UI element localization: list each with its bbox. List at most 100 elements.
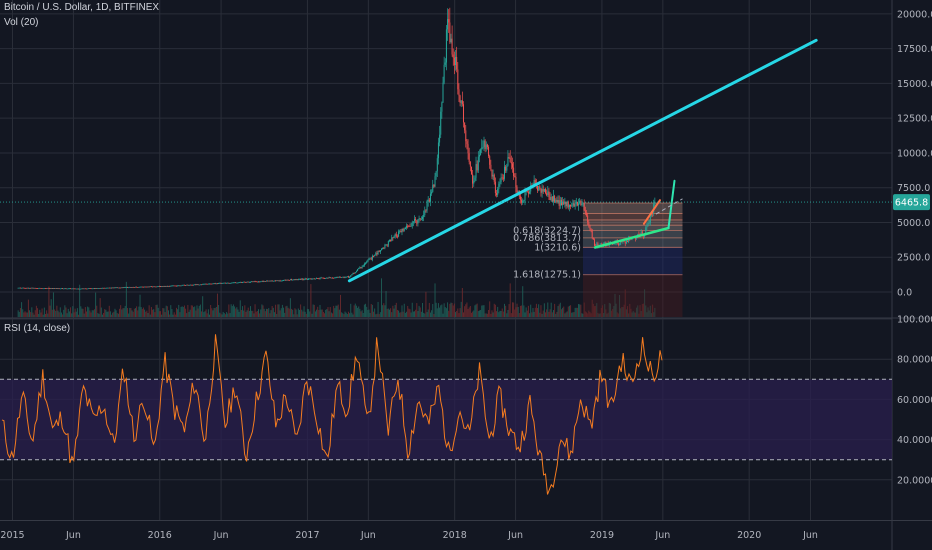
volume-bar xyxy=(352,314,354,317)
volume-bar xyxy=(341,312,343,317)
volume-bar xyxy=(134,308,136,317)
volume-bar xyxy=(431,310,433,317)
volume-bar xyxy=(507,309,509,317)
volume-bar xyxy=(379,312,381,317)
volume-bar xyxy=(546,309,548,317)
candle-body xyxy=(566,201,568,207)
volume-bar xyxy=(124,305,126,317)
rsi-band xyxy=(0,378,892,461)
volume-bar xyxy=(595,305,597,317)
volume-bar xyxy=(280,308,282,317)
trend-annotations[interactable] xyxy=(0,38,892,283)
candle-body xyxy=(293,279,295,281)
volume-bar xyxy=(490,313,492,317)
candle-body xyxy=(547,191,549,196)
candle-body xyxy=(549,197,551,201)
candle-body xyxy=(75,288,77,290)
volume-bar xyxy=(516,303,518,317)
candle-body xyxy=(448,19,450,23)
candle-body xyxy=(462,104,464,123)
candle-body xyxy=(132,287,134,288)
candle-body xyxy=(555,200,557,202)
volume-bar xyxy=(145,311,147,317)
volume-bar xyxy=(46,310,48,317)
candle-body xyxy=(572,203,574,206)
long-trendline[interactable] xyxy=(347,38,818,283)
candle-body xyxy=(302,278,304,280)
candle-body xyxy=(72,288,74,290)
candle-body xyxy=(429,193,431,202)
volume-bar xyxy=(368,309,370,317)
volume-bar xyxy=(271,305,273,317)
projection-arrow[interactable] xyxy=(667,179,676,230)
volume-bar xyxy=(346,313,348,317)
candle-body xyxy=(34,287,36,289)
candle-body xyxy=(461,100,463,105)
volume-bar xyxy=(205,309,207,317)
candle-body xyxy=(444,62,446,65)
candle-body xyxy=(435,171,437,177)
candle-body xyxy=(171,285,173,287)
volume-bar xyxy=(354,303,356,317)
volume-bar xyxy=(321,309,323,317)
candle-body xyxy=(67,288,69,290)
candle-body xyxy=(368,259,370,261)
candle-body xyxy=(350,275,352,278)
volume-bar xyxy=(199,304,201,317)
candle-body xyxy=(620,241,622,245)
candle-body xyxy=(44,288,46,289)
candle-body xyxy=(380,249,382,250)
volume-bar xyxy=(64,305,66,317)
volume-bar xyxy=(62,314,64,317)
candle-body xyxy=(476,164,478,171)
candle-body xyxy=(418,218,420,220)
candle-body xyxy=(253,281,255,283)
candle-body xyxy=(560,200,562,206)
volume-bar xyxy=(122,308,124,317)
volume-bar xyxy=(504,303,506,317)
candle-body xyxy=(22,287,24,289)
candle-body xyxy=(522,200,524,203)
volume-bar xyxy=(273,312,275,317)
candle-body xyxy=(294,279,296,281)
price-candles[interactable] xyxy=(17,7,656,290)
candle-body xyxy=(197,284,199,286)
volume-bar xyxy=(492,312,494,317)
volume-bar xyxy=(279,310,281,317)
volume-bar xyxy=(574,307,576,317)
candle-body xyxy=(338,276,340,278)
volume-bar xyxy=(447,302,449,317)
volume-bar xyxy=(98,313,100,317)
candle-body xyxy=(373,255,375,257)
candle-body xyxy=(414,219,416,222)
volume-bar xyxy=(527,305,529,317)
candle-body xyxy=(115,287,117,289)
volume-bar xyxy=(130,307,132,317)
volume-bar xyxy=(150,307,152,317)
candle-body xyxy=(236,282,238,284)
candle-body xyxy=(215,283,217,285)
candle-body xyxy=(568,204,570,208)
candle-body xyxy=(341,277,343,278)
volume-bar xyxy=(239,300,241,317)
volume-bar xyxy=(453,303,455,317)
volume-bar xyxy=(248,310,250,317)
orange-arrow[interactable] xyxy=(642,199,661,225)
fib-label-0: 0.618(3224.7) xyxy=(513,225,581,236)
volume-bar xyxy=(68,311,70,317)
candle-body xyxy=(409,226,411,227)
candle-body xyxy=(259,281,261,283)
volume-bar xyxy=(40,312,42,317)
candle-body xyxy=(548,191,550,198)
support-line[interactable] xyxy=(593,226,670,249)
candle-body xyxy=(587,215,589,223)
volume-bar xyxy=(449,303,451,317)
candle-body xyxy=(559,200,561,206)
candle-body xyxy=(172,285,174,287)
volume-bar xyxy=(568,305,570,317)
volume-bar xyxy=(215,306,217,317)
volume-bar xyxy=(440,305,442,317)
volume-bar xyxy=(55,310,57,317)
candle-body xyxy=(395,234,397,237)
time-tick-6: 2018 xyxy=(443,530,467,541)
